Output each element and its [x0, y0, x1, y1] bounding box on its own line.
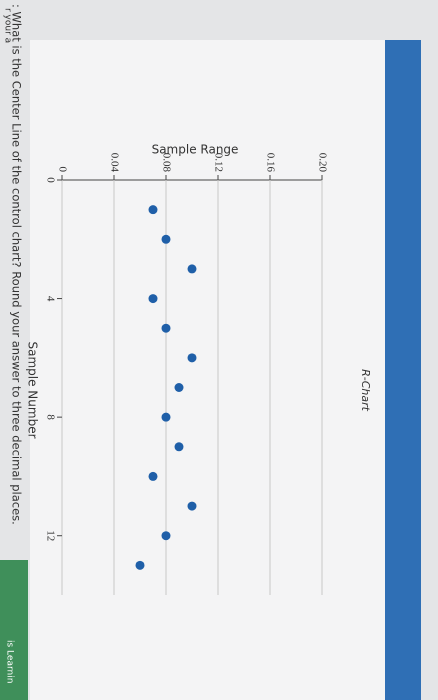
- tab-label: is Learnin: [5, 640, 15, 683]
- tab: [0, 560, 28, 700]
- point: [161, 531, 171, 541]
- side-text: r your a: [3, 8, 13, 43]
- point: [135, 560, 145, 570]
- point: [187, 264, 197, 274]
- point: [187, 353, 197, 363]
- x-tick-label: 4: [44, 296, 56, 302]
- point: [161, 234, 171, 244]
- x-axis-title: Sample Number: [26, 341, 40, 438]
- point: [161, 323, 171, 333]
- y-tick-label: 0.04: [108, 153, 120, 173]
- y-tick-label: 0.16: [264, 153, 276, 173]
- chart-title: R-Chart: [359, 369, 372, 412]
- x-tick-label: 12: [44, 530, 56, 541]
- blue-bar: [385, 40, 421, 700]
- x-tick-label: 0: [44, 177, 56, 183]
- y-tick-label: 0.20: [316, 153, 328, 173]
- point: [148, 294, 158, 304]
- y-tick-label: 0.08: [160, 153, 172, 173]
- point: [174, 383, 184, 392]
- question: : What is the Center Line of the control…: [10, 4, 24, 525]
- panel: [30, 40, 385, 700]
- y-axis-title: Sample Range: [152, 143, 239, 157]
- point: [187, 501, 197, 511]
- point: [148, 471, 158, 481]
- y-tick-label: 0: [56, 167, 68, 173]
- point: [161, 412, 171, 422]
- x-tick-label: 8: [44, 414, 56, 420]
- y-tick-label: 0.12: [212, 153, 224, 172]
- point: [174, 442, 184, 452]
- point: [148, 205, 158, 215]
